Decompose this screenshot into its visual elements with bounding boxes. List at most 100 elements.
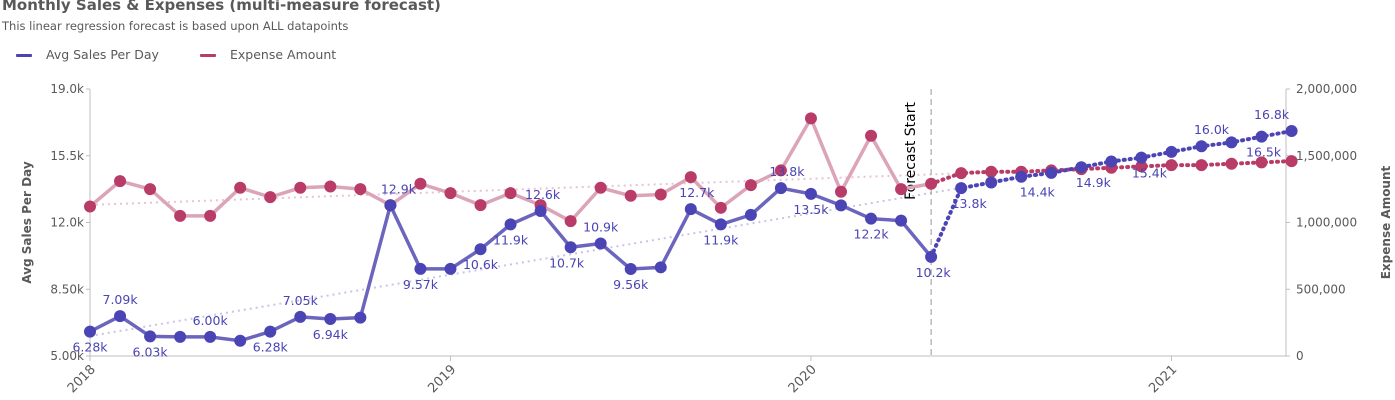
- data-point-avg-sales: [744, 208, 757, 221]
- left-axis-tick-label: 12.0k: [50, 216, 84, 230]
- data-point-avg-sales: [624, 263, 637, 276]
- data-point-expense-amount: [84, 200, 96, 213]
- data-point-avg-sales: [114, 310, 127, 323]
- forecast-start-label: Forecast Start: [903, 101, 919, 199]
- data-label-avg-sales: 6.28k: [72, 340, 108, 355]
- data-point-expense-amount: [654, 188, 667, 201]
- data-point-avg-sales: [1015, 170, 1028, 183]
- data-point-avg-sales: [204, 330, 217, 343]
- data-point-expense-amount: [1225, 157, 1238, 170]
- data-point-avg-sales: [534, 205, 547, 218]
- data-point-avg-sales: [1285, 124, 1298, 137]
- data-point-expense-amount: [925, 177, 938, 190]
- data-label-avg-sales: 6.28k: [253, 340, 289, 355]
- data-label-avg-sales: 7.05k: [283, 293, 319, 308]
- data-label-avg-sales: 12.7k: [679, 185, 715, 200]
- x-axis-tick-label: 2020: [786, 362, 820, 396]
- trend-line-expense-amount: [89, 160, 1292, 206]
- data-point-avg-sales: [1165, 145, 1178, 158]
- data-point-expense-amount: [504, 187, 517, 200]
- legend-item-avg-sales[interactable]: Avg Sales Per Day: [16, 47, 159, 62]
- data-point-expense-amount: [684, 171, 697, 184]
- data-label-avg-sales: 13.5k: [793, 202, 829, 217]
- left-axis-title: Avg Sales Per Day: [20, 161, 34, 283]
- left-axis-tick-label: 19.0k: [50, 82, 84, 96]
- data-point-expense-amount: [1195, 159, 1208, 172]
- data-point-avg-sales: [264, 325, 277, 338]
- left-axis-tick-label: 15.5k: [50, 149, 84, 163]
- data-point-expense-amount: [865, 129, 878, 142]
- data-point-avg-sales: [444, 262, 457, 275]
- data-point-expense-amount: [594, 181, 607, 194]
- data-point-avg-sales: [1225, 136, 1238, 149]
- data-label-avg-sales: 14.4k: [1020, 185, 1056, 200]
- data-point-expense-amount: [144, 183, 157, 196]
- data-point-expense-amount: [354, 183, 367, 196]
- data-point-expense-amount: [955, 167, 968, 180]
- data-point-avg-sales: [174, 330, 187, 343]
- data-point-expense-amount: [1135, 160, 1148, 173]
- data-point-avg-sales: [354, 311, 367, 324]
- data-label-avg-sales: 12.6k: [525, 187, 561, 202]
- data-point-expense-amount: [264, 191, 277, 204]
- data-label-avg-sales: 16.0k: [1194, 122, 1230, 137]
- data-label-avg-sales: 15.4k: [1132, 166, 1168, 181]
- data-point-avg-sales: [414, 262, 427, 275]
- data-point-avg-sales: [564, 241, 577, 254]
- data-point-expense-amount: [624, 189, 637, 202]
- data-point-avg-sales: [985, 176, 998, 189]
- chart-subtitle: This linear regression forecast is based…: [2, 19, 349, 33]
- legend-item-expense-amount[interactable]: Expense Amount: [200, 47, 336, 62]
- data-point-avg-sales: [774, 182, 787, 195]
- data-point-avg-sales: [865, 212, 878, 225]
- legend-label-avg-sales: Avg Sales Per Day: [46, 47, 159, 62]
- left-axis-tick-label: 8.50k: [50, 282, 84, 296]
- data-point-avg-sales: [714, 218, 727, 231]
- data-label-avg-sales: 11.9k: [703, 232, 739, 247]
- data-point-avg-sales: [1075, 161, 1088, 174]
- data-point-expense-amount: [114, 175, 127, 188]
- data-label-avg-sales: 10.7k: [549, 255, 585, 270]
- data-point-expense-amount: [234, 181, 247, 194]
- right-axis-tick-label: 2,000,000: [1296, 82, 1357, 96]
- legend-label-expense-amount: Expense Amount: [230, 47, 337, 62]
- data-point-expense-amount: [804, 112, 817, 125]
- data-label-avg-sales: 6.00k: [193, 313, 229, 328]
- data-label-avg-sales: 12.9k: [381, 181, 417, 196]
- forecast-line-avg-sales: [929, 128, 1294, 259]
- data-point-expense-amount: [744, 179, 757, 192]
- right-axis-tick-label: 1,000,000: [1296, 216, 1357, 230]
- data-point-expense-amount: [174, 209, 187, 222]
- data-point-avg-sales: [1105, 155, 1118, 168]
- data-label-avg-sales: 16.8k: [1254, 107, 1290, 122]
- right-axis-tick-label: 1,500,000: [1296, 149, 1357, 163]
- data-point-expense-amount: [895, 183, 908, 196]
- data-point-avg-sales: [835, 199, 847, 212]
- data-label-avg-sales: 6.94k: [313, 327, 349, 342]
- x-axis-tick-label: 2019: [425, 362, 459, 396]
- data-label-avg-sales: 10.6k: [463, 257, 499, 272]
- data-point-avg-sales: [955, 182, 968, 195]
- x-axis-tick-label: 2021: [1146, 362, 1180, 396]
- data-label-avg-sales: 6.03k: [133, 344, 169, 359]
- data-point-expense-amount: [204, 209, 217, 222]
- data-label-avg-sales: 10.2k: [916, 265, 952, 280]
- data-point-avg-sales: [474, 243, 487, 256]
- legend-swatch-expense-amount: [200, 54, 216, 57]
- data-point-avg-sales: [895, 214, 908, 227]
- data-point-avg-sales: [804, 187, 817, 200]
- data-point-expense-amount: [414, 177, 427, 190]
- data-point-expense-amount: [444, 187, 457, 200]
- data-label-avg-sales: 9.57k: [403, 277, 439, 292]
- right-axis-tick-label: 0: [1296, 349, 1304, 363]
- data-label-avg-sales: 7.09k: [103, 292, 139, 307]
- data-point-avg-sales: [324, 313, 337, 326]
- data-label-avg-sales: 11.9k: [493, 232, 529, 247]
- data-label-avg-sales: 13.8k: [769, 164, 805, 179]
- data-point-expense-amount: [714, 201, 727, 214]
- data-point-expense-amount: [985, 165, 998, 178]
- data-label-avg-sales: 12.2k: [854, 227, 890, 242]
- data-point-avg-sales: [84, 325, 96, 338]
- data-point-avg-sales: [594, 237, 607, 250]
